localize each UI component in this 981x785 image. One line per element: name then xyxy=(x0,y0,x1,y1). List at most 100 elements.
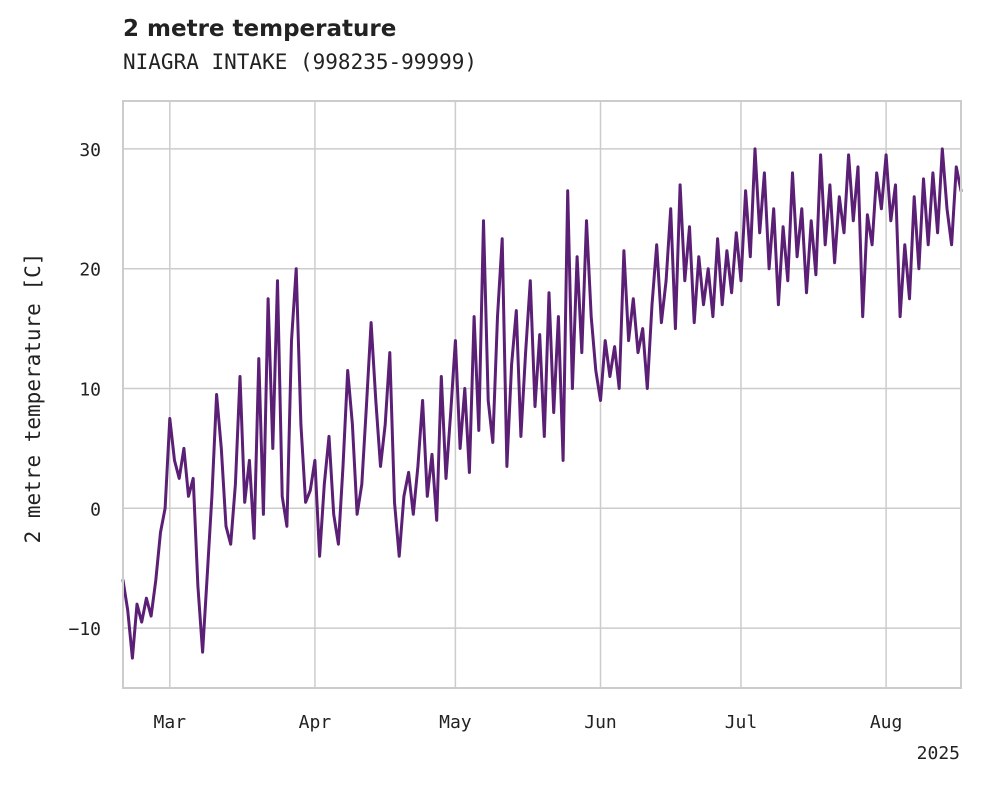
data-point xyxy=(533,405,537,408)
data-point xyxy=(444,477,448,480)
data-point xyxy=(266,297,270,300)
data-point xyxy=(828,183,832,187)
data-point xyxy=(524,351,527,354)
data-point xyxy=(856,165,860,169)
chart-subtitle: NIAGRA INTAKE (998235-99999) xyxy=(123,50,478,74)
data-point xyxy=(693,321,696,324)
data-point xyxy=(327,435,331,438)
data-point xyxy=(477,429,480,432)
data-point xyxy=(482,219,485,222)
data-point xyxy=(641,327,644,330)
data-point xyxy=(702,303,705,306)
data-point xyxy=(463,387,466,390)
data-point xyxy=(163,507,167,510)
data-point xyxy=(309,489,312,492)
data-point xyxy=(281,495,284,498)
data-point xyxy=(220,447,223,450)
data-point xyxy=(388,351,391,354)
data-point xyxy=(819,153,822,157)
data-point xyxy=(435,519,438,522)
data-point xyxy=(688,225,691,228)
data-point xyxy=(945,207,949,210)
data-point xyxy=(646,387,649,390)
data-point xyxy=(332,513,335,516)
data-point xyxy=(950,243,953,246)
x-tick-label: Aug xyxy=(870,712,903,733)
data-point xyxy=(416,465,420,468)
data-point xyxy=(210,495,214,498)
y-tick-label: 20 xyxy=(79,260,101,281)
data-point xyxy=(627,339,630,342)
data-point xyxy=(182,447,186,450)
x-axis-year-label: 2025 xyxy=(917,743,960,764)
data-point xyxy=(355,513,359,516)
data-point xyxy=(341,465,345,468)
data-point xyxy=(369,321,373,324)
data-point xyxy=(683,279,686,282)
data-point xyxy=(440,375,443,378)
data-point xyxy=(866,213,869,216)
data-point xyxy=(894,183,897,187)
data-point xyxy=(215,393,218,396)
data-point xyxy=(384,423,387,426)
x-tick-label: Mar xyxy=(154,712,187,733)
data-point xyxy=(421,399,424,402)
data-point xyxy=(458,447,462,450)
x-axis-ticks: Mar Apr May Jun Jul Aug xyxy=(154,712,903,733)
data-point xyxy=(650,303,654,306)
data-point xyxy=(407,471,410,474)
data-point xyxy=(824,243,827,246)
data-point xyxy=(337,543,340,546)
data-point xyxy=(613,345,616,348)
data-point xyxy=(248,459,251,462)
series-layer xyxy=(121,147,963,660)
data-point xyxy=(547,291,551,294)
data-point xyxy=(674,327,677,330)
data-point xyxy=(772,207,775,210)
y-tick-label: 30 xyxy=(79,140,101,161)
data-point xyxy=(730,291,733,294)
data-point xyxy=(781,225,785,228)
data-point xyxy=(318,555,321,558)
data-point xyxy=(135,602,139,606)
data-point xyxy=(575,255,579,258)
x-tick-label: Jul xyxy=(725,712,758,733)
data-point xyxy=(398,555,401,558)
data-point xyxy=(955,165,958,169)
x-tick-label: Apr xyxy=(299,712,332,733)
data-point xyxy=(201,650,204,654)
data-point xyxy=(842,231,846,234)
data-point xyxy=(725,249,729,252)
data-point xyxy=(496,315,499,318)
data-point xyxy=(814,273,818,276)
data-point xyxy=(884,153,888,157)
data-point xyxy=(941,147,944,151)
chart-title: 2 metre temperature xyxy=(123,16,397,42)
data-point xyxy=(196,585,200,588)
data-point xyxy=(908,297,911,300)
data-point xyxy=(580,351,583,354)
data-point xyxy=(365,405,368,408)
data-point xyxy=(299,423,303,426)
data-point xyxy=(379,465,382,468)
data-point xyxy=(875,171,878,175)
data-point xyxy=(767,267,771,270)
data-point xyxy=(468,471,471,474)
data-point xyxy=(505,465,509,468)
data-point xyxy=(795,255,799,258)
data-point xyxy=(187,495,190,498)
data-point xyxy=(557,315,560,318)
data-point xyxy=(922,177,925,181)
data-point xyxy=(271,447,274,450)
data-point xyxy=(304,501,307,504)
y-axis-ticks: −10 0 10 20 30 xyxy=(68,140,101,640)
data-point xyxy=(744,189,747,192)
data-point xyxy=(149,614,153,618)
data-point xyxy=(777,303,780,306)
data-point xyxy=(206,573,209,576)
data-point xyxy=(791,171,794,175)
data-point xyxy=(678,183,682,187)
data-point xyxy=(739,279,743,282)
data-point xyxy=(931,171,935,175)
data-point xyxy=(861,315,864,318)
